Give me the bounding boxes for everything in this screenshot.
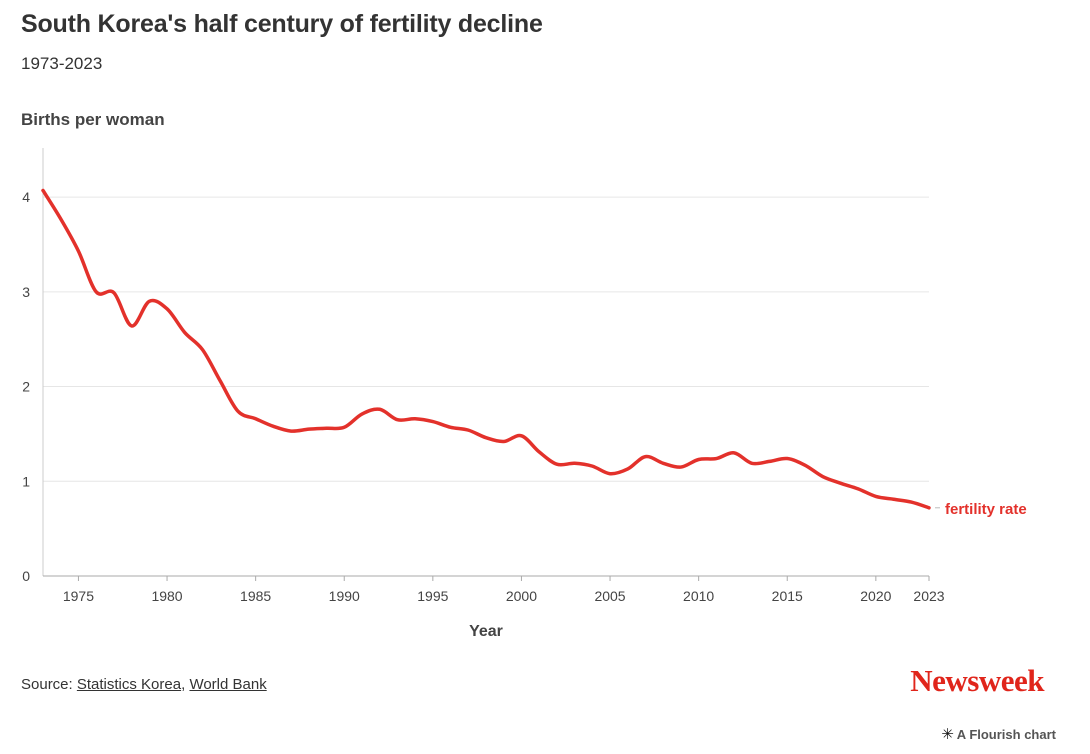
y-tick-label: 0	[22, 568, 30, 584]
axes	[42, 148, 930, 581]
flourish-label: A Flourish chart	[956, 727, 1056, 742]
source-separator: ,	[181, 676, 190, 693]
x-tick-label: 1995	[417, 588, 448, 604]
source-prefix: Source:	[21, 676, 77, 693]
y-tick-label: 2	[22, 379, 30, 395]
x-tick-label: 2015	[772, 588, 803, 604]
x-tick-label: 1985	[240, 588, 271, 604]
x-axis-title: Year	[469, 623, 503, 640]
x-tick-label: 2010	[683, 588, 714, 604]
grid-lines	[43, 196, 929, 482]
y-axis-title: Births per woman	[21, 110, 165, 129]
chart-title: South Korea's half century of fertility …	[21, 10, 543, 38]
series-label-fertility-rate: fertility rate	[945, 501, 1027, 518]
x-tick-label: 1980	[151, 588, 182, 604]
chart-subtitle: 1973-2023	[21, 54, 103, 73]
labels: 0 1 2 3 4 1975 1980 1985 1990 1995 2000 2005 2010 201…	[22, 189, 1027, 640]
source-link-statistics-korea[interactable]: Statistics Korea	[76, 676, 182, 693]
x-tick-label: 1975	[63, 588, 94, 604]
series	[41, 188, 940, 510]
x-tick-label: 1990	[329, 588, 360, 604]
source-note: Source: Statistics Korea, World Bank	[21, 676, 267, 693]
y-tick-label: 4	[22, 189, 30, 205]
x-tick-label: 2005	[594, 588, 625, 604]
x-tick-label: 2020	[860, 588, 891, 604]
newsweek-logo[interactable]: Newsweek	[910, 663, 1044, 698]
flourish-credit[interactable]: ✳ A Flourish chart	[941, 725, 1056, 743]
line-chart: 0 1 2 3 4 1975 1980 1985 1990 1995 2000 2005 2010 201…	[22, 148, 1027, 640]
x-tick-label: 2000	[506, 588, 537, 604]
asterisk-icon: ✳	[941, 726, 954, 743]
x-tick-label: 2023	[913, 588, 944, 604]
source-link-world-bank[interactable]: World Bank	[189, 676, 267, 693]
series-line-fertility-rate	[41, 188, 931, 510]
y-tick-label: 1	[22, 473, 30, 489]
y-tick-label: 3	[22, 284, 30, 300]
